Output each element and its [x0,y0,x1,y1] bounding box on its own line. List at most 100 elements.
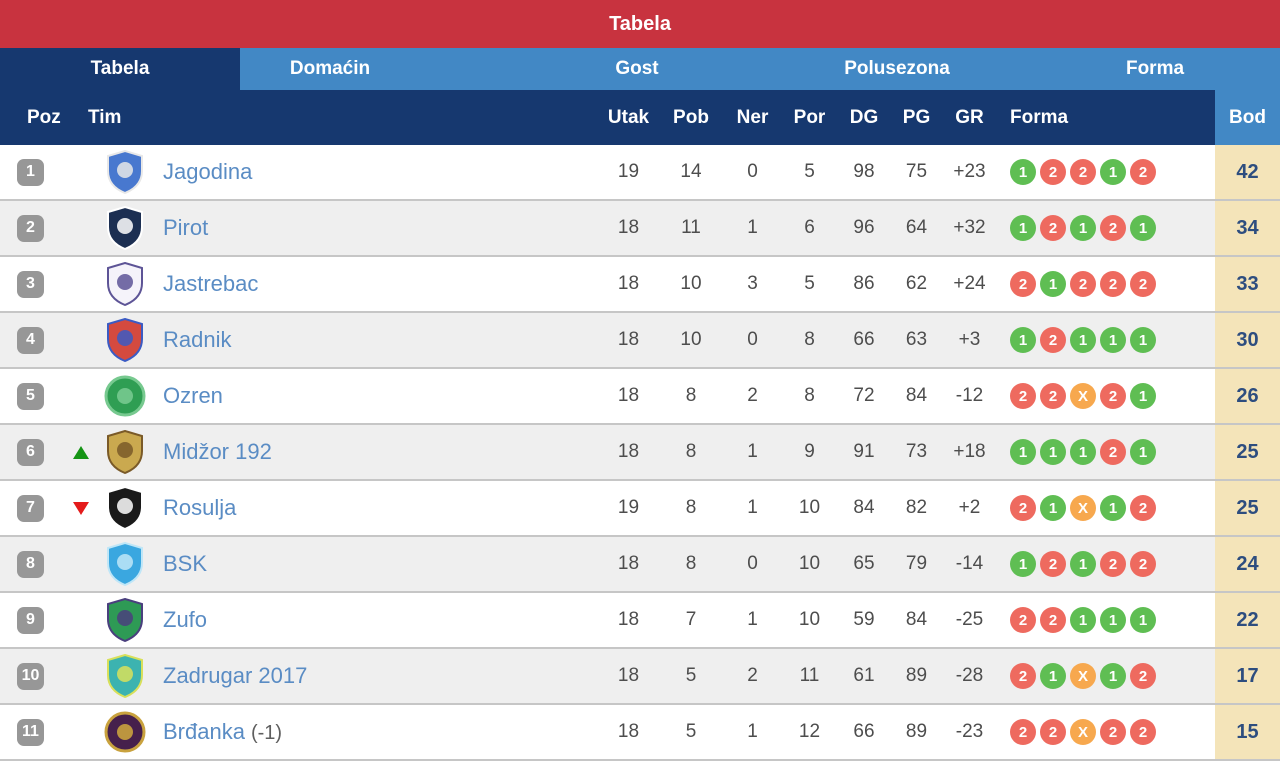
team-name-rosulja[interactable]: Rosulja [163,495,237,520]
form-badge-loss[interactable]: 2 [1130,663,1156,689]
form-badge-win[interactable]: 1 [1130,383,1156,409]
form-badge-loss[interactable]: 2 [1130,495,1156,521]
form-badge-draw[interactable]: X [1070,719,1096,745]
position-badge: 7 [17,494,44,522]
form-badge-loss[interactable]: 2 [1100,551,1126,577]
form-badge-win[interactable]: 1 [1130,439,1156,465]
form-badge-loss[interactable]: 2 [1100,383,1126,409]
position-badge: 11 [17,718,44,746]
column-header-tim: Tim [88,106,122,128]
team-name-ozren[interactable]: Ozren [163,383,223,408]
position-badge: 8 [17,550,44,578]
form-badge-loss[interactable]: 2 [1040,327,1066,353]
form-badge-win[interactable]: 1 [1070,607,1096,633]
form-badge-loss[interactable]: 2 [1040,215,1066,241]
stat-dg: 61 [853,665,875,686]
crest-cell [100,654,150,698]
form-badge-win[interactable]: 1 [1130,215,1156,241]
team-name-jastrebac[interactable]: Jastrebac [163,271,259,296]
stat-pg: 84 [905,385,928,406]
form-badge-win[interactable]: 1 [1040,271,1066,297]
crest-cell [100,430,150,474]
form-badge-loss[interactable]: 2 [1070,159,1096,185]
stat-dg: 98 [853,161,875,182]
stat-dg: 65 [853,553,875,574]
form-badge-win[interactable]: 1 [1100,663,1126,689]
crest-cell [100,262,150,306]
stat-por: 10 [798,553,821,574]
form-badge-loss[interactable]: 2 [1010,383,1036,409]
stat-gr: -25 [955,609,984,630]
team-name-suffix: (-1) [250,722,283,744]
form-badge-win[interactable]: 1 [1010,551,1036,577]
form-badge-win[interactable]: 1 [1070,551,1096,577]
form-badge-draw[interactable]: X [1070,495,1096,521]
form-badge-win[interactable]: 1 [1040,439,1066,465]
form-badge-loss[interactable]: 2 [1010,663,1036,689]
team-name-pirot[interactable]: Pirot [163,215,209,240]
form-badge-loss[interactable]: 2 [1010,271,1036,297]
form-badge-win[interactable]: 1 [1100,607,1126,633]
form-badge-win[interactable]: 1 [1010,327,1036,353]
form-badge-loss[interactable]: 2 [1040,551,1066,577]
team-name-zadrugar-2017[interactable]: Zadrugar 2017 [163,663,308,688]
form-badge-loss[interactable]: 2 [1130,719,1156,745]
form-badge-loss[interactable]: 2 [1070,271,1096,297]
form-badge-loss[interactable]: 2 [1100,271,1126,297]
form-badge-loss[interactable]: 2 [1040,719,1066,745]
form-badge-loss[interactable]: 2 [1130,551,1156,577]
form-badge-loss[interactable]: 2 [1100,439,1126,465]
form-badge-loss[interactable]: 2 [1130,159,1156,185]
form-badge-loss[interactable]: 2 [1010,607,1036,633]
team-crest-icon [107,486,143,530]
team-name-bsk[interactable]: BSK [163,551,208,576]
stat-utak: 18 [617,665,640,686]
stat-dg: 96 [853,217,875,238]
stat-por: 11 [799,665,820,686]
team-name-br-anka[interactable]: Brđanka (-1) [163,719,283,744]
form-badge-loss[interactable]: 2 [1010,495,1036,521]
tab-forma[interactable]: Forma [1125,58,1185,79]
form-badge-win[interactable]: 1 [1100,159,1126,185]
position-badge: 2 [17,214,44,242]
form-badge-loss[interactable]: 2 [1100,215,1126,241]
form-badge-win[interactable]: 1 [1040,495,1066,521]
tab-gost[interactable]: Gost [615,58,659,79]
form-badge-win[interactable]: 1 [1010,439,1036,465]
team-name-zufo[interactable]: Zufo [163,607,208,632]
tab-tabela[interactable]: Tabela [0,48,240,90]
stat-por: 6 [804,217,815,238]
form-badge-loss[interactable]: 2 [1040,159,1066,185]
form-badge-draw[interactable]: X [1070,383,1096,409]
form-badge-win[interactable]: 1 [1100,327,1126,353]
column-header-dg: DG [849,106,879,128]
stat-gr: -12 [955,385,984,406]
form-badge-win[interactable]: 1 [1070,327,1096,353]
form-badge-win[interactable]: 1 [1070,215,1096,241]
form-badge-win[interactable]: 1 [1130,607,1156,633]
form-badge-win[interactable]: 1 [1040,663,1066,689]
form-badge-win[interactable]: 1 [1010,215,1036,241]
form-badge-loss[interactable]: 2 [1040,607,1066,633]
stat-utak: 18 [617,553,640,574]
form-badge-win[interactable]: 1 [1070,439,1096,465]
form-badge-draw[interactable]: X [1070,663,1096,689]
team-name-midzor-192[interactable]: Midžor 192 [163,439,272,464]
form-badge-win[interactable]: 1 [1100,495,1126,521]
form-badge-loss[interactable]: 2 [1130,271,1156,297]
tab-polusezona[interactable]: Polusezona [844,58,950,79]
tab-domacin[interactable]: Domaćin [289,58,371,79]
team-name-jagodina[interactable]: Jagodina [163,159,253,184]
form-badge-loss[interactable]: 2 [1010,719,1036,745]
form-badge-win[interactable]: 1 [1010,159,1036,185]
form-badge-loss[interactable]: 2 [1040,383,1066,409]
team-name-radnik[interactable]: Radnik [163,327,232,352]
form-badge-loss[interactable]: 2 [1100,719,1126,745]
points-value: 30 [1215,313,1280,367]
form-badge-win[interactable]: 1 [1130,327,1156,353]
column-header-ner: Ner [736,106,769,128]
